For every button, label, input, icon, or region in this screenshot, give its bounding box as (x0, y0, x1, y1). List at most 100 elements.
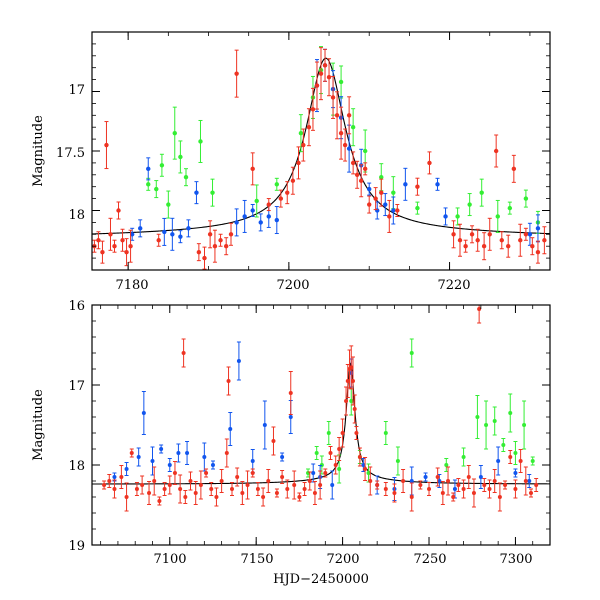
bottom-y-tick-label-3: 19 (68, 539, 85, 554)
top-y-ticks (92, 31, 550, 271)
bot-green-marker-11 (444, 463, 449, 467)
top-green-marker-5 (178, 154, 183, 160)
top-red-marker-16 (223, 244, 229, 249)
top-blue-point-26 (443, 207, 448, 226)
top-blue-marker-18 (346, 146, 352, 151)
top-red-marker-43 (379, 190, 384, 195)
bot-blue-marker-3 (141, 411, 146, 415)
top-green-marker-19 (391, 190, 396, 195)
bot-green-marker-17 (508, 411, 513, 415)
top-red-marker-54 (487, 232, 492, 237)
top-red-marker-18 (234, 71, 239, 76)
top-blue-point-4 (170, 217, 175, 251)
bot-red-marker-71 (456, 483, 461, 487)
bot-blue-point-25 (423, 472, 428, 482)
top-red-point-11 (196, 243, 202, 262)
top-red-marker-3 (104, 142, 109, 148)
bot-red-point-8 (147, 481, 152, 505)
bot-red-marker-50 (344, 399, 349, 403)
bot-green-marker-20 (530, 459, 535, 463)
bot-blue-marker-11 (228, 427, 233, 431)
bot-red-point-20 (204, 468, 209, 478)
bot-red-marker-69 (446, 479, 451, 483)
top-red-point-29 (318, 47, 324, 101)
top-blue-marker-10 (250, 208, 255, 213)
top-red-marker-2 (100, 249, 105, 255)
top-red-point-14 (212, 229, 218, 263)
top-red-point-39 (358, 164, 364, 198)
top-y-tick-label-1: 17.5 (56, 146, 85, 161)
bottom-y-tick-label-0: 16 (68, 299, 85, 314)
bot-red-point-24 (224, 438, 229, 468)
bot-red-marker-76 (482, 483, 487, 487)
bottom-x-axis-label: HJD−2450000 (273, 572, 369, 587)
bot-red-marker-27 (235, 475, 240, 479)
bottom-x-tick-label-0: 7100 (153, 552, 186, 567)
bot-red-marker-38 (288, 391, 293, 395)
bot-blue-point-1 (124, 462, 129, 476)
bottom-plot-area (92, 305, 550, 512)
top-red-point-46 (415, 177, 420, 196)
top-x-tick-label-2: 7220 (437, 278, 470, 293)
bot-blue-point-28 (478, 465, 483, 489)
bot-red-point-2 (112, 479, 117, 499)
top-blue-marker-3 (162, 229, 167, 235)
bot-red-point-73 (466, 465, 471, 489)
bot-red-marker-56 (354, 431, 359, 435)
bot-red-point-16 (183, 490, 188, 504)
top-green-point-26 (523, 189, 529, 208)
bot-red-point-27 (235, 467, 240, 487)
bot-red-point-14 (178, 474, 183, 504)
top-red-point-60 (523, 227, 529, 241)
bot-green-point-10 (409, 338, 414, 368)
bot-green-point-17 (508, 393, 513, 433)
bot-red-marker-47 (333, 463, 338, 467)
top-red-marker-6 (116, 208, 121, 213)
bot-red-point-66 (427, 482, 432, 496)
top-red-point-52 (475, 228, 480, 252)
bot-red-point-31 (255, 482, 260, 496)
bot-green-point-8 (383, 421, 388, 445)
top-red-point-24 (296, 146, 301, 180)
bot-red-point-46 (328, 446, 333, 460)
bot-red-marker-81 (508, 455, 513, 459)
top-red-marker-53 (481, 244, 487, 249)
bot-red-marker-20 (204, 471, 209, 475)
bot-red-marker-79 (497, 495, 502, 499)
bot-red-marker-60 (375, 483, 380, 487)
bot-green-marker-13 (475, 415, 480, 419)
top-green-point-6 (183, 168, 189, 187)
top-red-marker-14 (212, 244, 218, 249)
bot-blue-point-9 (202, 442, 207, 472)
bot-red-point-38 (288, 371, 293, 415)
bot-red-marker-64 (409, 495, 414, 499)
top-green-point-25 (507, 201, 513, 215)
bot-red-point-54 (350, 356, 355, 406)
top-red-point-53 (481, 232, 487, 261)
top-blue-marker-9 (242, 214, 247, 219)
top-red-marker-22 (285, 190, 290, 195)
top-x-tick-label-0: 7180 (115, 278, 148, 293)
top-red-marker-4 (108, 232, 113, 237)
bot-red-point-44 (318, 470, 323, 500)
bot-red-marker-61 (383, 487, 388, 491)
top-green-marker-24 (495, 214, 500, 219)
top-red-point-38 (354, 160, 360, 189)
bot-red-point-39 (292, 470, 297, 500)
top-blue-point-24 (403, 167, 408, 201)
bot-blue-marker-2 (136, 455, 141, 459)
bot-red-marker-48 (337, 447, 342, 451)
top-green-marker-16 (350, 125, 356, 130)
top-blue-marker-5 (178, 234, 183, 239)
bot-red-point-77 (487, 479, 492, 499)
bot-red-marker-11 (162, 487, 167, 491)
bot-blue-marker-17 (311, 471, 316, 475)
bot-red-point-35 (274, 488, 279, 498)
bot-red-marker-74 (471, 491, 476, 495)
bot-blue-point-31 (527, 474, 532, 488)
bot-red-point-23 (219, 469, 224, 493)
bot-red-marker-67 (435, 475, 440, 479)
bot-red-marker-41 (302, 487, 307, 491)
top-red-point-35 (342, 128, 348, 162)
